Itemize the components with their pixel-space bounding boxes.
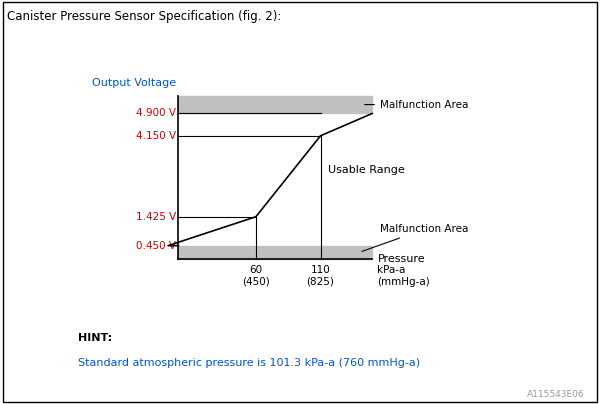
Text: 0.450 V: 0.450 V bbox=[136, 241, 176, 250]
Text: Standard atmospheric pressure is 101.3 kPa-a (760 mmHg-a): Standard atmospheric pressure is 101.3 k… bbox=[78, 358, 420, 368]
Text: 4.900 V: 4.900 V bbox=[136, 109, 176, 118]
Text: kPa-a
(mmHg-a): kPa-a (mmHg-a) bbox=[377, 265, 430, 286]
Text: A115543E06: A115543E06 bbox=[527, 390, 585, 399]
Text: 60
(450): 60 (450) bbox=[242, 265, 270, 286]
Text: Canister Pressure Sensor Specification (fig. 2):: Canister Pressure Sensor Specification (… bbox=[7, 10, 281, 23]
Text: HINT:: HINT: bbox=[78, 333, 112, 343]
Text: 1.425 V: 1.425 V bbox=[136, 212, 176, 222]
Text: 110
(825): 110 (825) bbox=[307, 265, 334, 286]
Text: Usable Range: Usable Range bbox=[328, 165, 405, 175]
Text: Pressure: Pressure bbox=[377, 254, 425, 264]
Text: 4.150 V: 4.150 V bbox=[136, 131, 176, 141]
Text: Malfunction Area: Malfunction Area bbox=[362, 224, 469, 251]
Text: Malfunction Area: Malfunction Area bbox=[365, 99, 469, 109]
Text: Output Voltage: Output Voltage bbox=[92, 78, 176, 88]
